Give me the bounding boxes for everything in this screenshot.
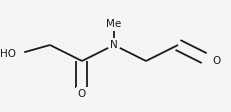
Text: HO: HO xyxy=(0,49,16,59)
Text: Me: Me xyxy=(106,19,121,29)
Text: O: O xyxy=(211,56,219,66)
Text: N: N xyxy=(110,40,117,50)
Text: O: O xyxy=(78,89,86,99)
